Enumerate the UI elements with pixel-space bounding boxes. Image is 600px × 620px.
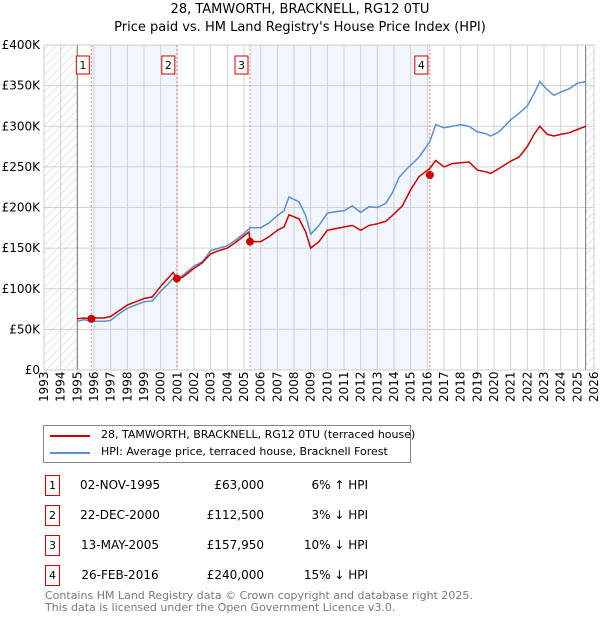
x-tick-label: 2015 bbox=[404, 371, 418, 402]
x-tick-label: 1994 bbox=[54, 371, 68, 402]
x-tick-label: 2010 bbox=[320, 371, 334, 402]
x-tick-label: 2007 bbox=[270, 371, 284, 402]
x-tick-label: 2024 bbox=[554, 371, 568, 402]
footer-copyright: Contains HM Land Registry data © Crown c… bbox=[45, 589, 473, 602]
sale-marker-number: 4 bbox=[45, 565, 60, 586]
legend-label: HPI: Average price, terraced house, Brac… bbox=[101, 445, 388, 458]
x-tick-label: 2016 bbox=[420, 371, 434, 402]
sale-point bbox=[425, 171, 434, 179]
hpi-diff: 15% ↓ HPI bbox=[303, 568, 368, 582]
x-tick-label: 2012 bbox=[354, 371, 368, 402]
price-chart: 1993 1994 1995 1996 1997 1998 1999 2000 2001 2002… bbox=[2, 38, 600, 402]
sale-label-box bbox=[414, 55, 429, 75]
x-tick-label: 1999 bbox=[137, 371, 151, 402]
x-tick-label: 2014 bbox=[387, 371, 401, 402]
x-tick-label: 2011 bbox=[337, 371, 351, 402]
x-tick-label: 1995 bbox=[70, 371, 84, 402]
x-tick-label: 2004 bbox=[220, 371, 234, 402]
y-tick-label: £100K bbox=[2, 282, 42, 296]
x-tick-label: 1998 bbox=[120, 371, 134, 402]
y-tick-label: £50K bbox=[9, 322, 41, 336]
sale-date: 02-NOV-1995 bbox=[80, 478, 161, 492]
legend-swatch-blue bbox=[50, 452, 90, 454]
footer-licence: This data is licensed under the Open Gov… bbox=[45, 601, 396, 614]
sale-label: 1 bbox=[79, 59, 86, 72]
x-tick-label: 2023 bbox=[537, 371, 551, 402]
sale-label-box bbox=[161, 55, 176, 75]
chart-subtitle: Price paid vs. HM Land Registry's House … bbox=[114, 20, 486, 35]
table-row: 2 22-DEC-2000 £112,500 3% ↓ HPI bbox=[0, 505, 600, 527]
table-row: 1 02-NOV-1995 £63,000 6% ↑ HPI bbox=[0, 475, 600, 497]
x-tick-label: 1993 bbox=[37, 371, 51, 402]
y-tick-label: £350K bbox=[2, 79, 42, 93]
x-tick-label: 2026 bbox=[587, 371, 600, 402]
y-tick-label: £250K bbox=[2, 160, 42, 174]
x-tick-label: 2009 bbox=[304, 371, 318, 402]
sale-date: 26-FEB-2016 bbox=[81, 568, 159, 582]
x-tick-label: 2013 bbox=[370, 371, 384, 402]
hpi-diff: 3% ↓ HPI bbox=[311, 508, 368, 522]
sale-label-box bbox=[234, 55, 249, 75]
sale-label: 4 bbox=[418, 59, 425, 72]
sale-date: 22-DEC-2000 bbox=[80, 508, 160, 522]
sale-marker-number: 3 bbox=[45, 535, 60, 556]
x-tick-label: 2006 bbox=[254, 371, 268, 402]
y-tick-label: £0 bbox=[25, 363, 40, 377]
hpi-diff: 10% ↓ HPI bbox=[303, 538, 368, 552]
x-tick-label: 2008 bbox=[287, 371, 301, 402]
table-row: 3 13-MAY-2005 £157,950 10% ↓ HPI bbox=[0, 535, 600, 557]
sale-point bbox=[246, 237, 254, 246]
x-tick-label: 2021 bbox=[504, 371, 518, 402]
x-tick-label: 2002 bbox=[187, 371, 201, 402]
x-tick-label: 2000 bbox=[154, 371, 168, 402]
chart-legend: 28, TAMWORTH, BRACKNELL, RG12 0TU (terra… bbox=[43, 425, 415, 463]
x-tick-label: 2025 bbox=[570, 371, 584, 402]
sale-date: 13-MAY-2005 bbox=[80, 538, 159, 552]
sale-label-box bbox=[75, 55, 90, 75]
hpi-diff: 6% ↑ HPI bbox=[311, 478, 368, 492]
sale-marker-number: 2 bbox=[45, 505, 60, 526]
x-tick-label: 2020 bbox=[487, 371, 501, 402]
sale-marker-number: 1 bbox=[45, 475, 60, 496]
x-tick-label: 2003 bbox=[204, 371, 218, 402]
y-tick-label: £300K bbox=[2, 119, 42, 133]
y-tick-label: £400K bbox=[2, 38, 42, 52]
sale-price: £157,950 bbox=[206, 538, 264, 552]
x-tick-label: 1997 bbox=[104, 371, 118, 402]
sale-price: £63,000 bbox=[214, 478, 264, 492]
y-tick-label: £150K bbox=[2, 241, 42, 255]
sale-label: 2 bbox=[165, 59, 172, 72]
x-tick-label: 2019 bbox=[470, 371, 484, 402]
x-tick-label: 2018 bbox=[454, 371, 468, 402]
sale-label: 3 bbox=[238, 59, 245, 72]
legend-swatch-red bbox=[50, 435, 90, 437]
x-tick-label: 1996 bbox=[87, 371, 101, 402]
legend-label: 28, TAMWORTH, BRACKNELL, RG12 0TU (terra… bbox=[101, 428, 416, 441]
x-tick-label: 2005 bbox=[237, 371, 251, 402]
table-row: 4 26-FEB-2016 £240,000 15% ↓ HPI bbox=[0, 565, 600, 587]
x-tick-label: 2017 bbox=[437, 371, 451, 402]
sale-point bbox=[87, 314, 96, 323]
chart-title: 28, TAMWORTH, BRACKNELL, RG12 0TU bbox=[170, 2, 430, 17]
sale-point bbox=[172, 274, 181, 283]
x-tick-label: 2022 bbox=[520, 371, 534, 402]
price-paid-line bbox=[77, 125, 586, 320]
sale-price: £240,000 bbox=[206, 568, 264, 582]
x-tick-label: 2001 bbox=[170, 371, 184, 402]
plot-border bbox=[43, 44, 595, 371]
sale-price: £112,500 bbox=[206, 508, 264, 522]
y-tick-label: £200K bbox=[2, 201, 42, 215]
hpi-line bbox=[77, 80, 586, 323]
